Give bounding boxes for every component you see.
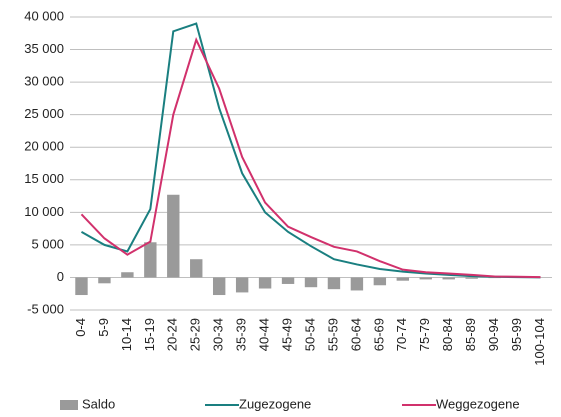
x-tick-label: 80-84 bbox=[440, 318, 455, 351]
legend-label: Zugezogene bbox=[239, 396, 311, 411]
bar bbox=[144, 242, 157, 278]
y-tick-label: 20 000 bbox=[24, 139, 64, 154]
bar bbox=[212, 277, 226, 296]
x-tick-label: 5-9 bbox=[96, 318, 111, 337]
x-tick-label: 65-69 bbox=[371, 318, 386, 351]
x-tick-label: 45-49 bbox=[279, 318, 294, 351]
legend-label: Weggezogene bbox=[436, 396, 520, 411]
bar bbox=[190, 259, 203, 278]
x-tick-label: 10-14 bbox=[119, 318, 134, 351]
bar bbox=[167, 194, 180, 278]
y-tick-label: 35 000 bbox=[24, 41, 64, 56]
bar bbox=[235, 277, 249, 293]
x-tick-label: 50-54 bbox=[302, 318, 317, 351]
x-tick-label: 70-74 bbox=[394, 318, 409, 351]
x-tick-label: 30-34 bbox=[211, 318, 226, 351]
bar bbox=[373, 277, 387, 286]
x-tick-label: 55-59 bbox=[325, 318, 340, 351]
x-tick-label: 40-44 bbox=[257, 318, 272, 351]
x-tick-label: 0-4 bbox=[73, 318, 88, 337]
y-tick-label: 30 000 bbox=[24, 74, 64, 89]
bar bbox=[465, 277, 478, 279]
x-tick-label: 85-89 bbox=[463, 318, 478, 351]
legend-label: Saldo bbox=[82, 396, 115, 411]
y-tick-label: 40 000 bbox=[24, 8, 64, 23]
bar bbox=[350, 277, 364, 291]
y-tick-label: 25 000 bbox=[24, 106, 64, 121]
line bbox=[80, 22, 541, 279]
y-tick-label: 0 bbox=[57, 269, 64, 284]
bar bbox=[327, 277, 341, 290]
x-tick-label: 25-29 bbox=[188, 318, 203, 351]
bar bbox=[121, 272, 134, 278]
bar bbox=[419, 277, 432, 280]
x-tick-label: 95-99 bbox=[509, 318, 524, 351]
x-tick-label: 90-94 bbox=[486, 318, 501, 351]
bar bbox=[98, 277, 111, 284]
x-tick-label: 100-104 bbox=[532, 318, 547, 366]
bar bbox=[258, 277, 272, 289]
line bbox=[80, 37, 541, 279]
x-tick-label: 35-39 bbox=[234, 318, 249, 351]
x-tick-label: 20-24 bbox=[165, 318, 180, 351]
bar bbox=[304, 277, 318, 288]
y-tick-label: 15 000 bbox=[24, 171, 64, 186]
bar bbox=[75, 277, 88, 296]
bar bbox=[396, 277, 410, 281]
y-tick-label: -5 000 bbox=[27, 301, 64, 316]
x-tick-label: 60-64 bbox=[348, 318, 363, 351]
bar bbox=[442, 277, 455, 280]
x-tick-label: 15-19 bbox=[142, 318, 157, 351]
y-tick-label: 5 000 bbox=[31, 236, 64, 251]
y-tick-label: 10 000 bbox=[24, 204, 64, 219]
legend-swatch bbox=[60, 400, 78, 410]
x-tick-label: 75-79 bbox=[417, 318, 432, 351]
bar bbox=[281, 277, 295, 284]
